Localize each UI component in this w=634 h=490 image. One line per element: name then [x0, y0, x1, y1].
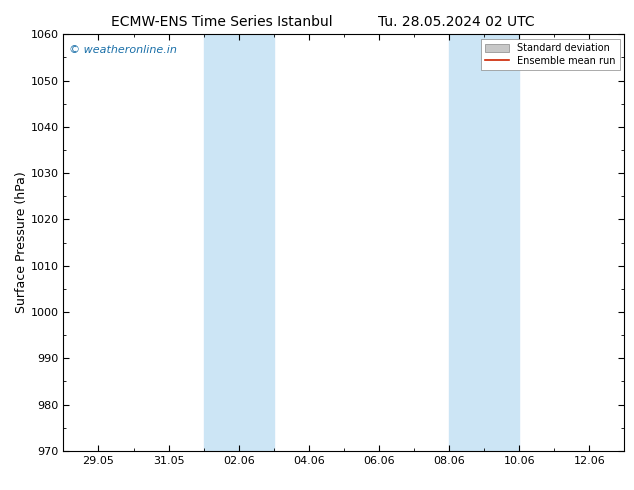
Legend: Standard deviation, Ensemble mean run: Standard deviation, Ensemble mean run: [481, 39, 619, 70]
Text: ECMW-ENS Time Series Istanbul: ECMW-ENS Time Series Istanbul: [111, 15, 333, 29]
Text: Tu. 28.05.2024 02 UTC: Tu. 28.05.2024 02 UTC: [378, 15, 535, 29]
Bar: [204, 34, 274, 451]
Y-axis label: Surface Pressure (hPa): Surface Pressure (hPa): [15, 172, 28, 314]
Bar: [449, 34, 519, 451]
Text: © weatheronline.in: © weatheronline.in: [69, 45, 177, 55]
